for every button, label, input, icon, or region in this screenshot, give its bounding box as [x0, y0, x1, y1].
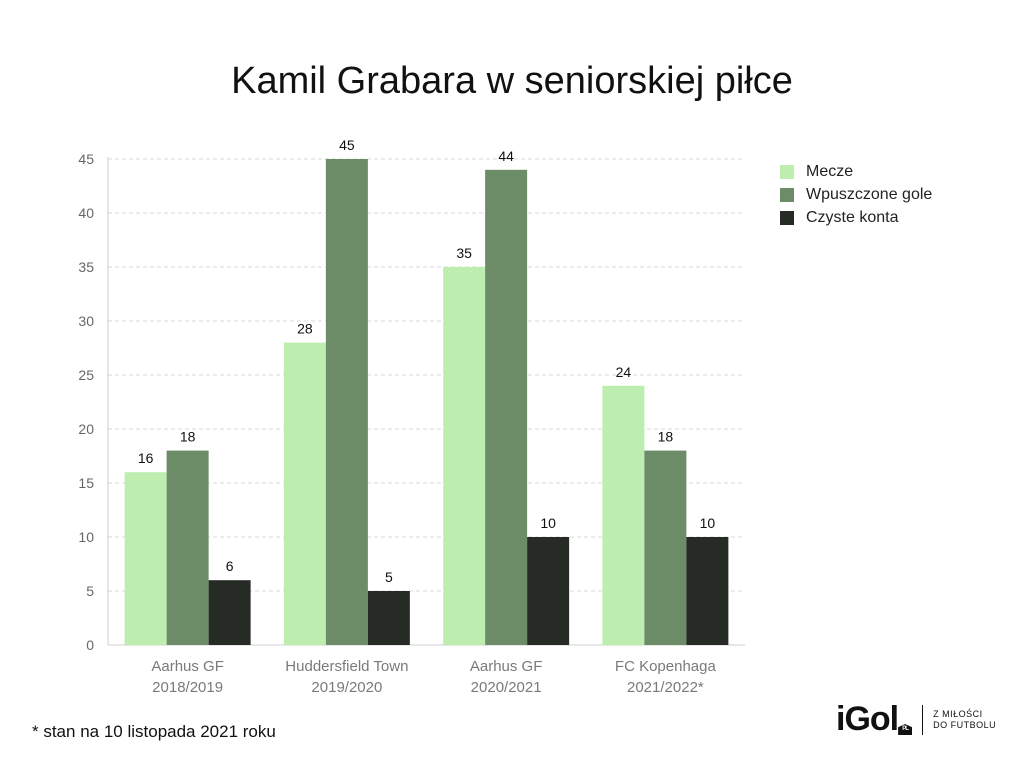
data-label: 45: [339, 137, 355, 153]
legend-label-wpuszczone-gole: Wpuszczone gole: [806, 185, 933, 203]
legend-item-wpuszczone-gole: Wpuszczone gole: [780, 183, 932, 206]
data-label: 44: [498, 148, 514, 164]
legend-swatch-czyste-konta: [780, 210, 794, 225]
data-label: 10: [700, 515, 716, 531]
y-tick-label: 15: [78, 475, 94, 491]
y-tick-label: 40: [78, 205, 94, 221]
y-tick-label: 45: [78, 151, 94, 167]
legend-swatch-mecze: [780, 164, 794, 179]
logo-tagline-line-1: Z MIŁOŚCI: [933, 708, 983, 719]
chart-title: Kamil Grabara w seniorskiej piłce: [231, 60, 793, 102]
data-label: 10: [540, 515, 556, 531]
bar: [527, 537, 570, 645]
data-label: 6: [226, 558, 234, 574]
legend-item-czyste-konta: Czyste konta: [780, 206, 932, 229]
x-tick-label: FC Kopenhaga: [615, 658, 717, 675]
legend-swatch-wpuszczone-gole: [780, 187, 794, 202]
bar: [208, 580, 251, 645]
data-label: 18: [180, 429, 196, 445]
logo-wordmark: iGol PL: [836, 700, 913, 739]
data-label: 16: [138, 450, 154, 466]
bar: [443, 267, 486, 645]
data-label: 35: [456, 245, 472, 261]
bar: [367, 591, 410, 645]
y-tick-label: 25: [78, 367, 94, 383]
bar: [124, 472, 167, 645]
data-label: 18: [658, 429, 674, 445]
footnote: * stan na 10 listopada 2021 roku: [32, 722, 276, 741]
y-tick-label: 0: [86, 637, 94, 653]
data-label: 5: [385, 569, 393, 585]
legend-label-mecze: Mecze: [806, 162, 854, 180]
data-label: 24: [616, 364, 632, 380]
bar-chart: 0 5 10 15 20 25 30 35 40 45 16 18 6 Aarhus GF 2018/201…: [78, 137, 745, 696]
x-tick-label: Huddersfield Town: [285, 658, 408, 675]
bar: [686, 537, 729, 645]
bar: [283, 342, 326, 645]
bar: [166, 450, 209, 645]
x-tick-label: 2018/2019: [152, 679, 223, 696]
y-tick-label: 30: [78, 313, 94, 329]
legend: Mecze Wpuszczone gole Czyste konta: [780, 160, 932, 229]
x-tick-label: 2021/2022*: [627, 679, 704, 696]
bar: [325, 159, 368, 645]
x-tick-label: Aarhus GF: [151, 658, 224, 675]
igol-logo[interactable]: iGol PL Z MIŁOŚCI DO FUTBOLU: [836, 700, 996, 739]
logo-divider: [922, 704, 924, 735]
logo-word: iGol: [836, 700, 899, 738]
y-tick-label: 10: [78, 529, 94, 545]
x-tick-label: 2020/2021: [471, 679, 542, 696]
data-label: 28: [297, 321, 313, 337]
logo-tagline-line-2: DO FUTBOLU: [933, 719, 997, 730]
x-tick-label: 2019/2020: [311, 679, 382, 696]
logo-tagline: Z MIŁOŚCI DO FUTBOLU: [933, 709, 996, 731]
bar: [485, 169, 528, 646]
y-tick-label: 5: [86, 583, 94, 599]
y-tick-label: 20: [78, 421, 94, 437]
x-tick-label: Aarhus GF: [470, 658, 543, 675]
logo-badge: PL: [898, 724, 913, 735]
bar: [602, 385, 645, 645]
legend-item-mecze: Mecze: [780, 160, 932, 183]
bar: [644, 450, 687, 645]
legend-label-czyste-konta: Czyste konta: [806, 208, 899, 226]
y-tick-label: 35: [78, 259, 94, 275]
